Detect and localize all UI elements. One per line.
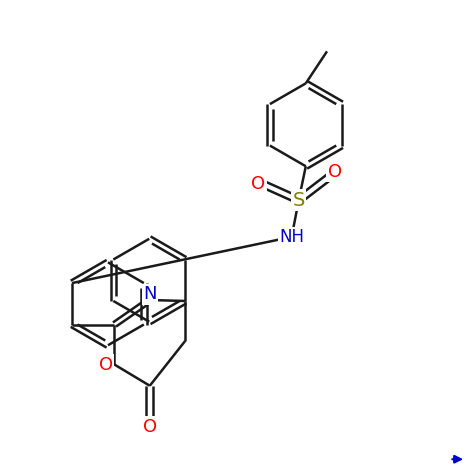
Text: O: O xyxy=(142,418,157,436)
Text: O: O xyxy=(99,356,113,374)
Text: NH: NH xyxy=(279,228,304,246)
Text: S: S xyxy=(293,191,305,210)
Text: O: O xyxy=(328,163,342,181)
Text: O: O xyxy=(251,175,265,193)
Text: N: N xyxy=(143,285,157,303)
